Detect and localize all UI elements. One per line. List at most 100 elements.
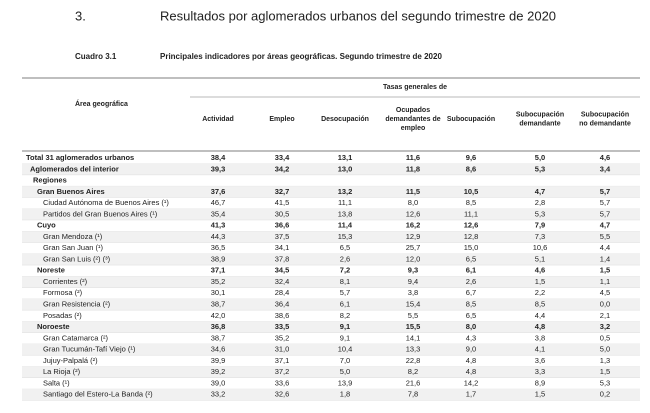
row-label: La Rioja (²) — [43, 367, 81, 376]
cell: 14,1 — [406, 333, 421, 342]
row-stripe — [22, 298, 640, 311]
cell: 11,6 — [406, 153, 420, 162]
cell: 9,0 — [466, 345, 476, 354]
row-stripe — [22, 343, 640, 356]
row-label: Corrientes (²) — [43, 277, 88, 286]
row-label: Posadas (²) — [43, 311, 82, 320]
cell: 30,1 — [211, 288, 226, 297]
cell: 37,2 — [275, 367, 290, 376]
column-header: Actividad — [202, 116, 234, 123]
cell: 2,1 — [600, 311, 610, 320]
row-stripe — [22, 321, 640, 333]
cell: 3,8 — [535, 333, 545, 342]
cell: 9,1 — [340, 333, 350, 342]
cell: 13,2 — [338, 187, 353, 196]
cell: 36,4 — [275, 299, 290, 308]
cell: 11,4 — [338, 221, 353, 230]
cell: 5,7 — [600, 187, 610, 196]
row-label: Gran Tucumán-Tafí Viejo (¹) — [43, 345, 136, 354]
cell: 5,0 — [535, 153, 545, 162]
cell: 13,8 — [338, 209, 353, 218]
cell: 5,5 — [408, 311, 418, 320]
cell: 33,5 — [275, 322, 290, 331]
cell: 5,3 — [535, 164, 545, 173]
row-stripe — [22, 253, 640, 266]
cell: 21,6 — [406, 378, 421, 387]
cell: 13,3 — [406, 345, 421, 354]
cell: 46,7 — [211, 198, 226, 207]
cell: 35,4 — [211, 209, 226, 218]
cell: 0,0 — [600, 299, 610, 308]
cell: 8,9 — [535, 378, 545, 387]
row-label: Regiones — [33, 176, 67, 185]
cell: 3,6 — [535, 356, 545, 365]
cell: 6,1 — [466, 266, 476, 275]
cell: 25,7 — [406, 243, 421, 252]
row-label: Cuyo — [37, 221, 56, 230]
caption-label: Cuadro 3.1 — [75, 52, 117, 61]
cell: 32,7 — [275, 187, 290, 196]
row-label: Formosa (²) — [43, 288, 83, 297]
cell: 8,5 — [535, 299, 545, 308]
cell: 7,8 — [408, 390, 418, 399]
cell: 8,1 — [340, 277, 350, 286]
cell: 15,4 — [406, 299, 421, 308]
cell: 3,2 — [600, 322, 610, 331]
cell: 4,4 — [535, 311, 545, 320]
cell: 10,4 — [338, 345, 353, 354]
column-header: Subocupación demandante — [516, 111, 564, 127]
column-header: Empleo — [269, 116, 294, 123]
cell: 37,6 — [211, 187, 226, 196]
cell: 41,3 — [211, 221, 226, 230]
row-stripe — [22, 366, 640, 378]
cell: 38,7 — [211, 333, 226, 342]
cell: 5,0 — [600, 345, 610, 354]
section-number: 3. — [75, 8, 86, 23]
cell: 9,6 — [466, 153, 476, 162]
cell: 36,8 — [211, 322, 226, 331]
cell: 37,8 — [275, 254, 290, 263]
cell: 4,3 — [466, 333, 476, 342]
cell: 4,7 — [535, 187, 545, 196]
row-header: Área geográfica — [75, 99, 128, 108]
row-label: Gran Catamarca (²) — [43, 333, 109, 342]
cell: 36,5 — [211, 243, 226, 252]
cell: 13,9 — [338, 378, 353, 387]
cell: 11,5 — [406, 187, 420, 196]
cell: 33,4 — [275, 153, 290, 162]
cell: 39,9 — [211, 356, 226, 365]
row-label: Total 31 aglomerados urbanos — [26, 153, 134, 162]
row-label: Gran San Juan (¹) — [43, 243, 104, 252]
column-header: Ocupados demandantes de empleo — [385, 107, 440, 132]
cell: 44,3 — [211, 232, 226, 241]
cell: 8,2 — [408, 367, 418, 376]
cell: 6,5 — [466, 311, 476, 320]
cell: 1,5 — [600, 266, 610, 275]
cell: 8,0 — [408, 198, 418, 207]
cell: 32,4 — [275, 277, 290, 286]
cell: 33,2 — [211, 390, 226, 399]
column-header: Subocupación no demandante — [579, 111, 631, 127]
cell: 37,1 — [211, 266, 226, 275]
cell: 9,3 — [408, 266, 418, 275]
cell: 15,3 — [338, 232, 353, 241]
cell: 4,1 — [535, 345, 545, 354]
cell: 16,2 — [406, 221, 421, 230]
cell: 5,7 — [600, 198, 610, 207]
cell: 9,1 — [340, 322, 350, 331]
cell: 4,6 — [600, 153, 610, 162]
section-title: Resultados por aglomerados urbanos del s… — [160, 8, 556, 23]
cell: 5,3 — [535, 209, 545, 218]
cell: 37,1 — [275, 356, 290, 365]
cell: 8,5 — [466, 198, 476, 207]
row-label: Gran San Luis (²) (³) — [43, 254, 111, 263]
cell: 3,3 — [535, 367, 545, 376]
row-label: Noroeste — [37, 322, 70, 331]
cell: 35,2 — [275, 333, 290, 342]
cell: 1,7 — [466, 390, 476, 399]
column-header: Subocupación — [447, 116, 495, 123]
cell: 34,6 — [211, 345, 226, 354]
cell: 0,5 — [600, 333, 610, 342]
cell: 5,7 — [600, 209, 610, 218]
cell: 1,5 — [535, 277, 545, 286]
